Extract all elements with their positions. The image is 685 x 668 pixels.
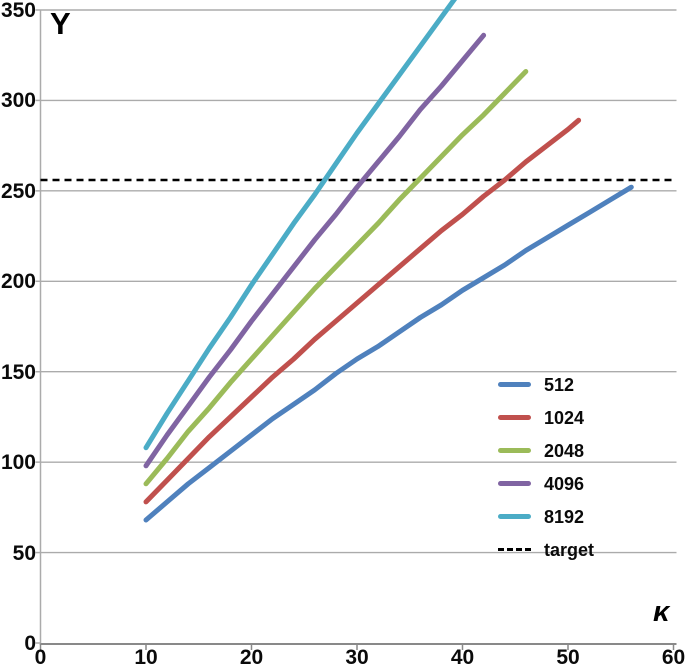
x-tick-label-50: 50 — [556, 646, 580, 668]
legend: 512 1024 2048 4096 8192 target — [498, 368, 594, 566]
legend-item-target: target — [498, 533, 594, 566]
y-tick-label-0: 0 — [24, 632, 36, 655]
legend-swatch-512 — [498, 382, 531, 387]
y-axis-title: Y — [50, 6, 71, 41]
x-tick-label-60: 60 — [661, 646, 685, 668]
y-tick-label-100: 100 — [0, 451, 36, 475]
y-tick-label-250: 250 — [0, 179, 36, 203]
legend-label-1024: 1024 — [544, 407, 585, 428]
x-tick-label-30: 30 — [345, 646, 369, 668]
legend-swatch-target-dashed — [498, 548, 531, 551]
legend-label-4096: 4096 — [544, 473, 585, 494]
legend-swatch-4096 — [498, 481, 531, 486]
legend-item-512: 512 — [498, 368, 594, 401]
series-line-512 — [143, 184, 634, 523]
series-line-1024 — [143, 117, 582, 505]
legend-item-4096: 4096 — [498, 467, 594, 500]
y-tick-label-150: 150 — [0, 360, 36, 384]
series-line-4096 — [143, 32, 487, 469]
x-tick-label-40: 40 — [450, 646, 475, 668]
y-tick-label-200: 200 — [0, 270, 36, 294]
legend-label-8192: 8192 — [544, 506, 585, 527]
legend-label-target: target — [544, 539, 595, 560]
x-tick-label-0: 0 — [34, 646, 47, 668]
series-line-2048 — [143, 69, 529, 487]
legend-swatch-2048 — [498, 448, 531, 453]
legend-item-2048: 2048 — [498, 434, 594, 467]
legend-item-1024: 1024 — [498, 401, 594, 434]
series-line-8192 — [143, 0, 458, 451]
x-tick-label-10: 10 — [134, 646, 158, 668]
y-tick-label-300: 300 — [0, 89, 36, 113]
x-axis-title: κ — [653, 596, 670, 628]
x-tick-label-20: 20 — [239, 646, 264, 668]
y-tick-label-350: 350 — [0, 0, 36, 22]
legend-label-512: 512 — [544, 374, 575, 395]
legend-swatch-1024 — [498, 415, 531, 420]
legend-swatch-8192 — [498, 514, 531, 519]
legend-item-8192: 8192 — [498, 500, 594, 533]
y-tick-label-50: 50 — [12, 541, 36, 565]
legend-label-2048: 2048 — [544, 440, 585, 461]
